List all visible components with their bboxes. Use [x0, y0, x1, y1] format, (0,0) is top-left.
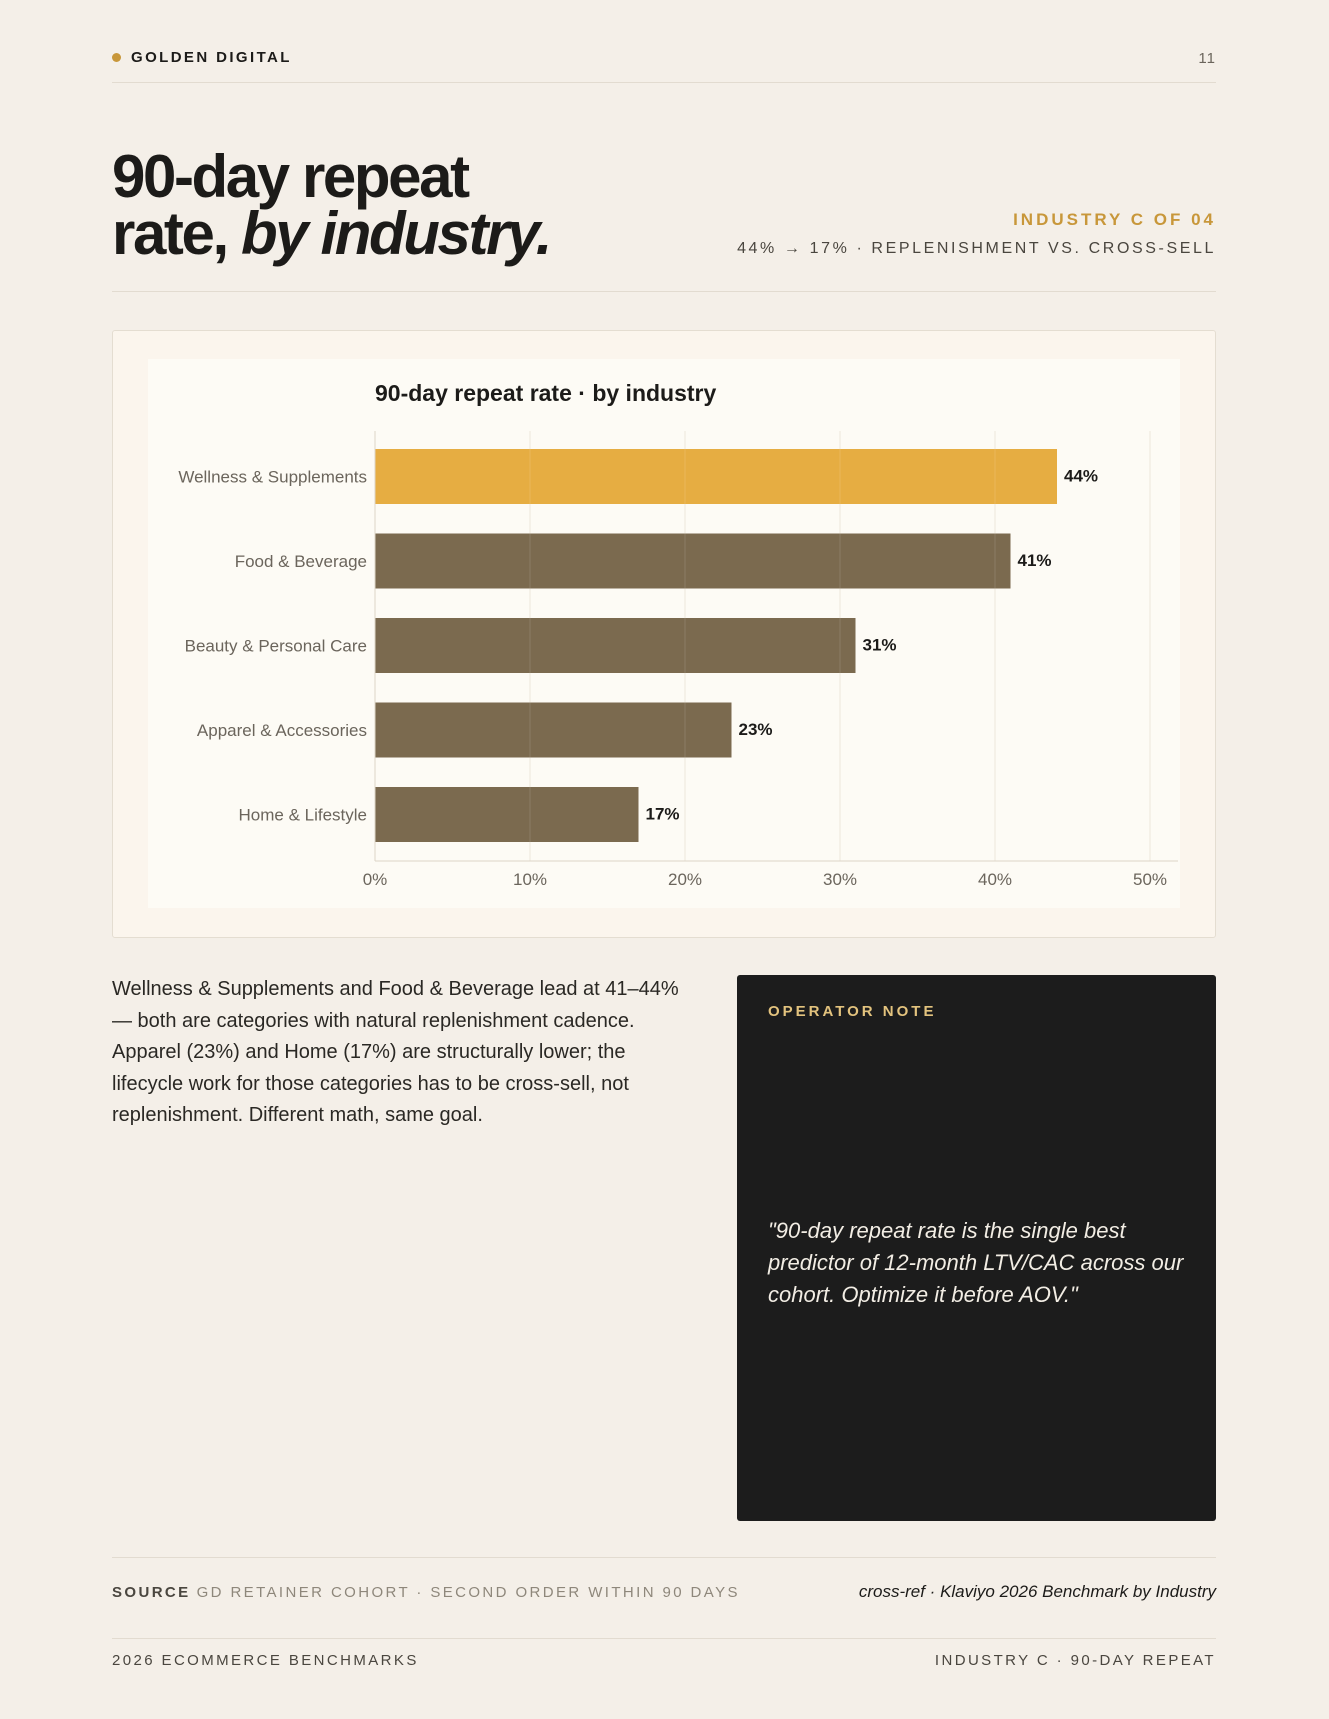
section-subkicker: 44% → 17% · REPLENISHMENT VS. CROSS-SELL [737, 240, 1216, 257]
bar [375, 533, 1011, 589]
title-line-1: 90-day repeat [112, 143, 470, 210]
brand: GOLDEN DIGITAL [112, 49, 292, 66]
x-tick-label: 30% [823, 870, 857, 889]
brand-name: GOLDEN DIGITAL [131, 49, 292, 66]
x-tick-label: 20% [668, 870, 702, 889]
source-text: GD RETAINER COHORT · SECOND ORDER WITHIN… [196, 1584, 740, 1601]
x-tick-label: 0% [363, 870, 388, 889]
x-tick-label: 10% [513, 870, 547, 889]
page-title: 90-day repeat rate, by industry. [112, 147, 552, 264]
title-line-2-italic: by industry. [241, 200, 552, 267]
source-row: SOURCE GD RETAINER COHORT · SECOND ORDER … [112, 1557, 1216, 1639]
operator-note-quote: "90-day repeat rate is the single best p… [768, 1218, 1184, 1307]
title-line-2-plain: rate, [112, 200, 242, 267]
section-kicker: INDUSTRY C OF 04 [1013, 210, 1216, 229]
footer-right: INDUSTRY C · 90-DAY REPEAT [934, 1652, 1216, 1669]
chart-card: 90-day repeat rate · by industry 0% 10% 20%… [112, 330, 1216, 938]
data-label: 44% [1064, 467, 1098, 486]
data-label: 41% [1018, 551, 1052, 570]
bar [375, 787, 639, 842]
footer-left: 2026 ECOMMERCE BENCHMARKS [112, 1652, 419, 1669]
x-tick-label: 40% [978, 870, 1012, 889]
bar [375, 449, 1057, 504]
body-paragraph: Wellness & Supplements and Food & Bevera… [112, 978, 679, 1126]
category-label: Apparel & Accessories [197, 721, 367, 740]
data-label: 23% [739, 720, 773, 739]
source-key: SOURCE [112, 1584, 191, 1601]
hero: 90-day repeat rate, by industry. INDUSTRY… [112, 147, 1216, 292]
x-tick-label: 50% [1133, 870, 1167, 889]
data-label: 17% [646, 805, 680, 824]
category-label: Home & Lifestyle [239, 806, 368, 825]
bar [375, 618, 856, 673]
bar-chart: 90-day repeat rate · by industry 0% 10% 20%… [178, 380, 1178, 889]
bar [375, 702, 732, 758]
brand-dot-icon [112, 53, 121, 62]
report-page: GOLDEN DIGITAL 11 90-day repeat rate, by … [112, 0, 1216, 1719]
source-line: SOURCE GD RETAINER COHORT · SECOND ORDER … [112, 1584, 740, 1601]
top-bar: GOLDEN DIGITAL 11 [112, 44, 1216, 83]
category-label: Food & Beverage [235, 552, 367, 571]
category-label: Beauty & Personal Care [185, 637, 367, 656]
chart-title: 90-day repeat rate · by industry [375, 380, 716, 406]
data-label: 31% [863, 636, 897, 655]
operator-note-card: OPERATOR NOTE "90-day repeat rate is the… [737, 975, 1216, 1521]
category-label: Wellness & Supplements [178, 468, 367, 487]
operator-note-label: OPERATOR NOTE [768, 1003, 937, 1020]
page-number: 11 [1198, 50, 1216, 67]
cross-reference: cross-ref · Klaviyo 2026 Benchmark by In… [858, 1582, 1216, 1601]
